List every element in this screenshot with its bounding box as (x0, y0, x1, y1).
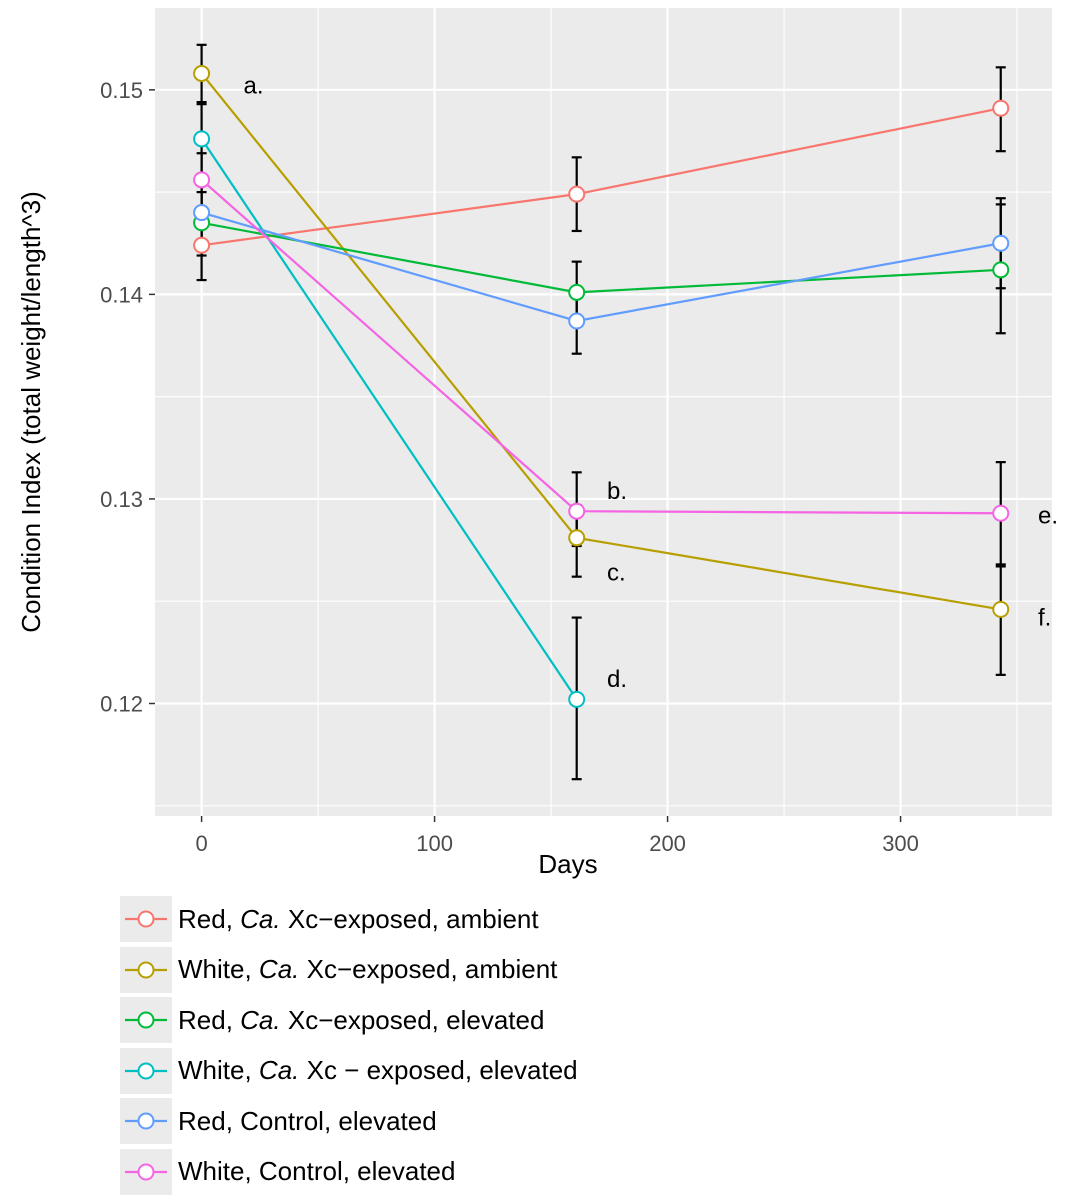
annotation-label: e. (1038, 502, 1058, 529)
data-point-4 (993, 236, 1008, 251)
legend-label-italic: Ca. (240, 904, 280, 934)
data-point-3 (194, 131, 209, 146)
data-point-4 (569, 313, 584, 328)
data-point-0 (993, 101, 1008, 116)
legend-key (120, 1098, 172, 1144)
legend-key-point (139, 1063, 154, 1078)
legend-label: White, Ca. Xc − exposed, elevated (178, 1055, 578, 1086)
legend-item: White, Control, elevated (120, 1147, 740, 1197)
data-point-5 (993, 506, 1008, 521)
legend-key (120, 896, 172, 942)
legend-item: Red, Control, elevated (120, 1096, 740, 1147)
legend-item: White, Ca. Xc − exposed, elevated (120, 1046, 740, 1097)
data-point-1 (993, 602, 1008, 617)
annotation-label: a. (244, 73, 264, 100)
legend-key-point (139, 1164, 154, 1179)
legend-key-point (139, 1114, 154, 1129)
chart: a. b. c. d. e. f. 0 100 200 300 0.12 0.13 0.14 0.15… (0, 0, 1068, 890)
y-tick-label: 0.15 (100, 78, 143, 103)
data-point-0 (569, 187, 584, 202)
legend-label-italic: Ca. (259, 954, 299, 984)
legend-label: Red, Ca. Xc−exposed, elevated (178, 1005, 544, 1036)
legend-key-point (139, 912, 154, 927)
x-tick-label: 0 (195, 831, 207, 856)
annotation-label: d. (607, 666, 627, 693)
data-point-1 (569, 530, 584, 545)
data-point-5 (569, 504, 584, 519)
annotation-label: f. (1038, 605, 1051, 632)
x-tick-label: 100 (416, 831, 453, 856)
x-tick-label: 300 (882, 831, 919, 856)
y-axis-title: Condition Index (total weight/length^3) (16, 191, 46, 632)
legend-key-point (139, 1013, 154, 1028)
annotation-label: c. (607, 560, 626, 587)
legend-key (120, 1149, 172, 1195)
data-point-3 (569, 692, 584, 707)
legend-label-italic: Ca. (259, 1055, 299, 1085)
legend: Red, Ca. Xc−exposed, ambient White, Ca. X… (120, 894, 740, 1197)
y-tick-label: 0.12 (100, 691, 143, 716)
legend-key (120, 1048, 172, 1094)
data-point-2 (569, 285, 584, 300)
y-tick-label: 0.13 (100, 487, 143, 512)
y-axis: 0.12 0.13 0.14 0.15 (100, 78, 155, 717)
legend-label: White, Ca. Xc−exposed, ambient (178, 954, 557, 985)
y-tick-label: 0.14 (100, 282, 143, 307)
legend-label: Red, Ca. Xc−exposed, ambient (178, 904, 539, 935)
legend-key-point (139, 962, 154, 977)
legend-label: Red, Control, elevated (178, 1106, 437, 1137)
data-point-0 (194, 238, 209, 253)
plot-panel (155, 8, 1052, 816)
legend-item: Red, Ca. Xc−exposed, ambient (120, 894, 740, 945)
annotation-label: b. (607, 478, 627, 505)
legend-key (120, 997, 172, 1043)
legend-key (120, 947, 172, 993)
data-point-5 (194, 172, 209, 187)
data-point-1 (194, 66, 209, 81)
legend-item: Red, Ca. Xc−exposed, elevated (120, 995, 740, 1046)
legend-label-italic: Ca. (240, 1005, 280, 1035)
x-axis-title: Days (538, 849, 597, 879)
legend-item: White, Ca. Xc−exposed, ambient (120, 945, 740, 996)
legend-label: White, Control, elevated (178, 1156, 455, 1187)
data-point-4 (194, 205, 209, 220)
data-point-2 (993, 262, 1008, 277)
x-tick-label: 200 (649, 831, 686, 856)
